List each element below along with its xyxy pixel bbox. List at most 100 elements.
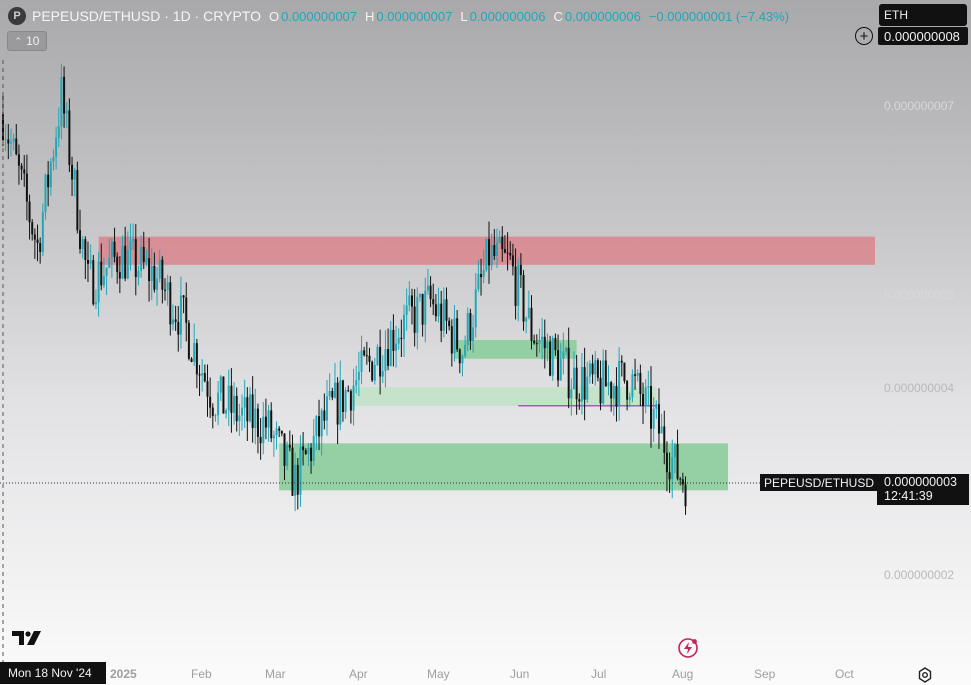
- candle: [15, 124, 18, 156]
- candle: [280, 430, 283, 437]
- candle: [206, 364, 209, 417]
- candle: [514, 248, 517, 320]
- candle: [44, 173, 47, 220]
- last-price-value: 0.000000003: [884, 475, 957, 489]
- candle: [251, 376, 254, 443]
- candle: [679, 477, 682, 486]
- candle: [39, 237, 42, 264]
- candle: [145, 249, 148, 267]
- candle: [663, 410, 666, 465]
- currency-selector[interactable]: ETH: [879, 4, 967, 26]
- candle: [671, 439, 674, 499]
- candle: [336, 377, 339, 444]
- candle: [161, 256, 164, 304]
- candle: [25, 154, 28, 221]
- candle: [652, 397, 655, 443]
- candle: [320, 408, 323, 456]
- candle: [326, 379, 328, 436]
- candle: [262, 401, 265, 455]
- candle: [241, 394, 244, 431]
- price-level-label: 0.000000007: [884, 99, 955, 113]
- candle: [365, 341, 368, 365]
- candle: [408, 281, 411, 312]
- candle: [238, 403, 241, 437]
- symbol-legend[interactable]: P PEPEUSD/ETHUSD · 1D · CRYPTO O 0.000000…: [8, 6, 789, 26]
- candle: [477, 259, 480, 292]
- candle: [413, 289, 416, 347]
- month-label: Jul: [591, 667, 607, 681]
- candle: [461, 353, 464, 377]
- candle: [217, 381, 220, 426]
- candle: [65, 102, 68, 129]
- candle: [620, 355, 623, 377]
- candle: [230, 368, 233, 433]
- candle: [392, 314, 395, 367]
- candle: [248, 386, 251, 423]
- candle: [81, 236, 84, 259]
- month-label: Mar: [265, 667, 286, 681]
- close-key: C: [553, 8, 563, 24]
- candle: [509, 241, 512, 261]
- candle: [466, 307, 469, 352]
- candle: [108, 238, 111, 269]
- candle: [193, 323, 196, 366]
- candle: [94, 289, 97, 309]
- indicators-toggle[interactable]: ⌃ 10: [7, 31, 47, 51]
- candle: [551, 335, 554, 381]
- candle: [511, 243, 514, 276]
- candle: [517, 258, 520, 322]
- candle: [349, 389, 352, 424]
- candle: [100, 243, 103, 291]
- candle: [86, 241, 89, 283]
- candle: [495, 228, 498, 268]
- candle: [519, 253, 522, 288]
- indicator-count: 10: [26, 34, 40, 48]
- month-label: Oct: [835, 667, 854, 681]
- candle: [368, 347, 371, 373]
- high-key: H: [365, 8, 375, 24]
- candle: [464, 335, 467, 358]
- candle: [270, 402, 273, 443]
- candle: [588, 360, 591, 384]
- candle: [190, 357, 193, 363]
- candle: [657, 388, 660, 449]
- candle: [315, 415, 318, 451]
- candle: [339, 360, 342, 431]
- candle: [660, 413, 663, 434]
- candle: [288, 430, 291, 452]
- candle: [474, 273, 477, 338]
- candle: [299, 435, 302, 507]
- candle: [209, 377, 212, 419]
- candle: [655, 400, 658, 419]
- crosshair-date-label: Mon 18 Nov '24: [0, 662, 106, 684]
- month-label: Jun: [510, 667, 530, 681]
- candle: [137, 265, 140, 286]
- candle: [442, 287, 445, 338]
- candle: [684, 476, 687, 515]
- tradingview-logo-icon[interactable]: [12, 631, 42, 645]
- candle: [469, 308, 472, 350]
- candle: [554, 333, 557, 356]
- zones-layer: [98, 236, 875, 491]
- candles-layer: [2, 63, 687, 515]
- plus-icon[interactable]: +: [855, 27, 873, 45]
- candle: [57, 107, 60, 148]
- settings-gear-icon[interactable]: [917, 667, 933, 683]
- candle: [493, 228, 496, 260]
- candle: [541, 318, 544, 360]
- candle: [20, 163, 23, 180]
- candle: [296, 458, 299, 510]
- candle: [222, 376, 225, 414]
- candle: [418, 293, 421, 302]
- support-zone[interactable]: [454, 340, 577, 359]
- lightning-icon[interactable]: [677, 637, 699, 659]
- symbol-title[interactable]: PEPEUSD/ETHUSD · 1D · CRYPTO: [32, 8, 261, 24]
- candle: [546, 333, 549, 362]
- candle: [41, 203, 44, 257]
- candle: [84, 236, 87, 280]
- candle: [636, 369, 639, 382]
- candle: [225, 408, 228, 419]
- low-key: L: [460, 8, 468, 24]
- candle: [219, 374, 222, 402]
